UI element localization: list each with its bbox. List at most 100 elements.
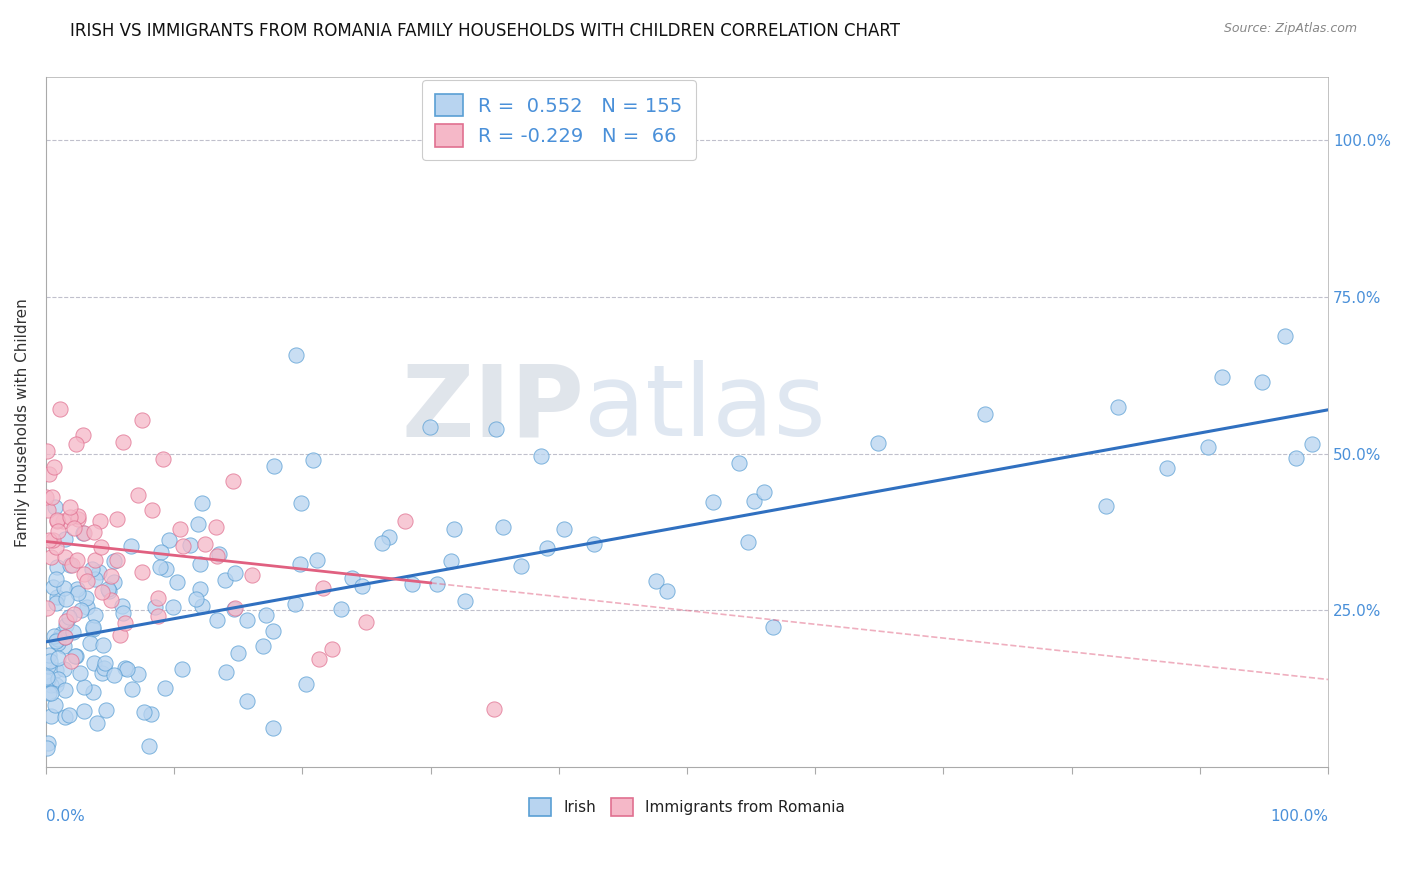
Point: [55, 614, 77, 628]
Point: [46, 672, 69, 686]
Point: [157, 533, 180, 548]
Point: [58, 610, 80, 624]
Point: [37, 736, 59, 750]
Point: [114, 615, 136, 630]
Point: [290, 496, 312, 510]
Point: [214, 665, 236, 680]
Point: [536, 541, 558, 556]
Point: [224, 600, 246, 615]
Point: [53, 709, 76, 723]
Point: [120, 540, 142, 554]
Point: [762, 620, 785, 634]
Point: [89, 514, 111, 528]
Point: [62, 625, 84, 640]
Point: [252, 639, 274, 653]
Point: [162, 600, 184, 615]
Point: [378, 530, 401, 544]
Point: [63, 607, 86, 621]
Point: [52, 662, 75, 676]
Point: [69, 665, 91, 680]
Point: [103, 574, 125, 589]
Point: [179, 538, 201, 552]
Point: [1301, 436, 1323, 450]
Point: [288, 558, 311, 572]
Point: [45, 572, 67, 586]
Point: [194, 537, 217, 551]
Point: [45, 513, 67, 527]
Point: [49, 401, 72, 416]
Point: [263, 459, 285, 474]
Point: [188, 558, 211, 572]
Point: [146, 591, 169, 605]
Point: [53, 682, 76, 697]
Point: [262, 721, 284, 735]
Point: [350, 579, 373, 593]
Point: [510, 558, 533, 573]
Point: [53, 532, 76, 546]
Point: [100, 593, 122, 607]
Point: [401, 576, 423, 591]
Point: [76, 574, 98, 589]
Point: [222, 601, 245, 615]
Point: [111, 599, 134, 613]
Point: [454, 594, 477, 608]
Point: [83, 572, 105, 586]
Point: [553, 522, 575, 536]
Point: [82, 623, 104, 637]
Point: [45, 678, 67, 692]
Point: [83, 525, 105, 540]
Point: [340, 571, 363, 585]
Point: [138, 739, 160, 753]
Point: [66, 512, 89, 526]
Point: [41, 580, 63, 594]
Point: [172, 539, 194, 553]
Point: [35, 490, 58, 504]
Point: [72, 427, 94, 442]
Point: [155, 681, 177, 695]
Point: [90, 540, 112, 554]
Point: [155, 562, 177, 576]
Point: [39, 709, 62, 723]
Point: [1095, 500, 1118, 514]
Point: [222, 475, 245, 489]
Point: [127, 488, 149, 502]
Point: [582, 537, 605, 551]
Point: [38, 648, 60, 662]
Point: [172, 662, 194, 676]
Point: [284, 597, 307, 611]
Point: [186, 592, 208, 607]
Point: [83, 608, 105, 623]
Point: [419, 420, 441, 434]
Point: [45, 515, 67, 529]
Point: [39, 654, 62, 668]
Text: 100.0%: 100.0%: [1270, 809, 1329, 823]
Point: [117, 662, 139, 676]
Point: [295, 677, 318, 691]
Point: [79, 636, 101, 650]
Point: [187, 516, 209, 531]
Text: atlas: atlas: [585, 360, 827, 457]
Point: [45, 634, 67, 648]
Point: [190, 582, 212, 596]
Point: [45, 596, 67, 610]
Point: [42, 629, 65, 643]
Point: [44, 500, 66, 515]
Point: [58, 708, 80, 723]
Point: [98, 583, 121, 598]
Point: [60, 558, 83, 573]
Point: [1284, 451, 1306, 466]
Point: [46, 591, 69, 605]
Point: [1156, 461, 1178, 475]
Point: [254, 608, 277, 623]
Point: [46, 650, 69, 665]
Point: [86, 715, 108, 730]
Point: [38, 467, 60, 481]
Point: [37, 443, 59, 458]
Point: [80, 562, 103, 576]
Point: [301, 453, 323, 467]
Point: [42, 459, 65, 474]
Point: [152, 452, 174, 467]
Point: [356, 615, 378, 630]
Point: [974, 407, 997, 421]
Point: [76, 599, 98, 614]
